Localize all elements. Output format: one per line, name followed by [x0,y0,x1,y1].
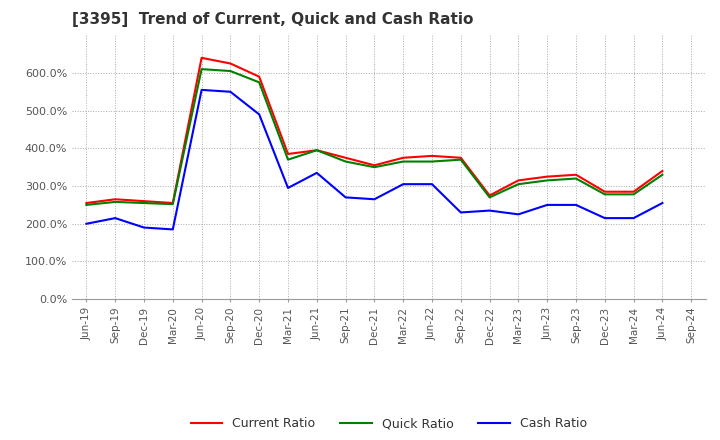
Quick Ratio [543,178,552,183]
Current Ratio [485,193,494,198]
Current Ratio [82,200,91,205]
Quick Ratio [370,165,379,170]
Cash Ratio [456,210,465,215]
Quick Ratio [341,159,350,164]
Current Ratio [341,155,350,161]
Quick Ratio [600,192,609,197]
Quick Ratio [255,80,264,85]
Current Ratio [543,174,552,179]
Cash Ratio [514,212,523,217]
Cash Ratio [600,216,609,221]
Quick Ratio [572,176,580,181]
Cash Ratio [140,225,148,230]
Quick Ratio [514,182,523,187]
Quick Ratio [399,159,408,164]
Text: [3395]  Trend of Current, Quick and Cash Ratio: [3395] Trend of Current, Quick and Cash … [72,12,473,27]
Current Ratio [140,198,148,204]
Cash Ratio [485,208,494,213]
Cash Ratio [197,87,206,92]
Line: Cash Ratio: Cash Ratio [86,90,662,229]
Quick Ratio [456,157,465,162]
Cash Ratio [658,200,667,205]
Cash Ratio [370,197,379,202]
Quick Ratio [168,202,177,207]
Current Ratio [456,155,465,161]
Cash Ratio [312,170,321,176]
Cash Ratio [341,195,350,200]
Current Ratio [629,189,638,194]
Quick Ratio [312,147,321,153]
Current Ratio [197,55,206,60]
Current Ratio [428,153,436,158]
Cash Ratio [399,182,408,187]
Current Ratio [312,147,321,153]
Cash Ratio [428,182,436,187]
Current Ratio [399,155,408,161]
Quick Ratio [226,68,235,73]
Current Ratio [226,61,235,66]
Cash Ratio [543,202,552,208]
Current Ratio [600,189,609,194]
Quick Ratio [140,200,148,205]
Cash Ratio [629,216,638,221]
Current Ratio [370,163,379,168]
Cash Ratio [168,227,177,232]
Line: Current Ratio: Current Ratio [86,58,662,203]
Quick Ratio [197,66,206,72]
Current Ratio [572,172,580,177]
Quick Ratio [284,157,292,162]
Current Ratio [284,151,292,157]
Cash Ratio [284,185,292,191]
Quick Ratio [82,202,91,208]
Quick Ratio [485,195,494,200]
Quick Ratio [629,192,638,197]
Cash Ratio [255,112,264,117]
Quick Ratio [428,159,436,164]
Current Ratio [111,197,120,202]
Quick Ratio [111,199,120,205]
Current Ratio [255,74,264,79]
Current Ratio [168,200,177,205]
Cash Ratio [111,216,120,221]
Current Ratio [514,178,523,183]
Cash Ratio [572,202,580,208]
Cash Ratio [226,89,235,95]
Cash Ratio [82,221,91,227]
Line: Quick Ratio: Quick Ratio [86,69,662,205]
Current Ratio [658,169,667,174]
Quick Ratio [658,172,667,177]
Legend: Current Ratio, Quick Ratio, Cash Ratio: Current Ratio, Quick Ratio, Cash Ratio [191,417,587,430]
